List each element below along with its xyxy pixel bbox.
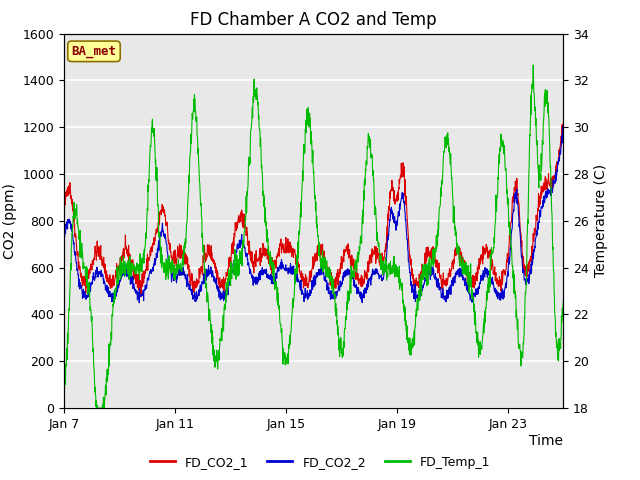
Y-axis label: CO2 (ppm): CO2 (ppm) <box>3 183 17 259</box>
Legend: FD_CO2_1, FD_CO2_2, FD_Temp_1: FD_CO2_1, FD_CO2_2, FD_Temp_1 <box>145 451 495 474</box>
Text: BA_met: BA_met <box>72 45 116 58</box>
Y-axis label: Temperature (C): Temperature (C) <box>595 164 609 277</box>
Title: FD Chamber A CO2 and Temp: FD Chamber A CO2 and Temp <box>190 11 437 29</box>
Text: Time: Time <box>529 434 563 448</box>
